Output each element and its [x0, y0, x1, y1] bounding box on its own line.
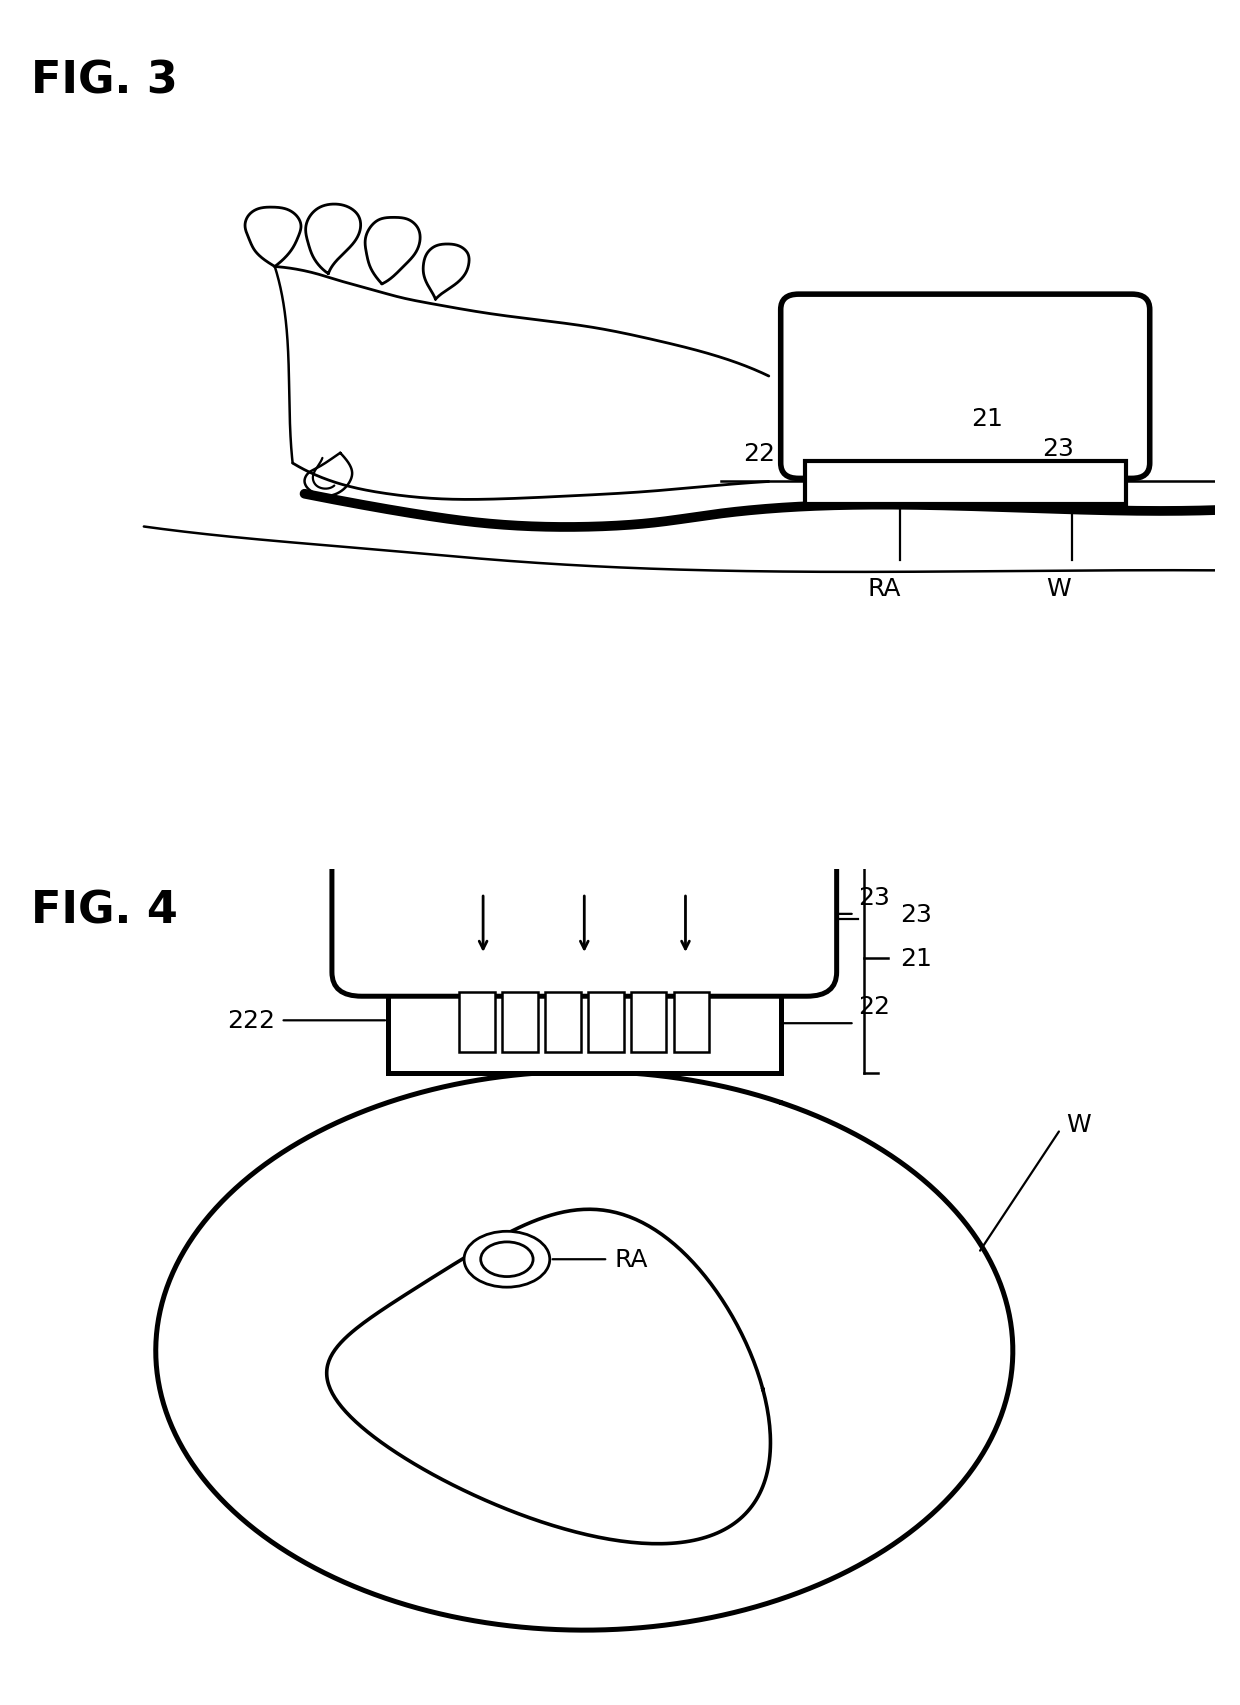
Text: 21: 21 [971, 407, 1003, 431]
FancyBboxPatch shape [502, 992, 538, 1052]
FancyBboxPatch shape [332, 842, 837, 997]
Text: W: W [1066, 1113, 1091, 1137]
Text: FIG. 3: FIG. 3 [31, 60, 177, 102]
FancyBboxPatch shape [588, 992, 624, 1052]
Text: 22: 22 [858, 994, 890, 1020]
Text: W: W [1045, 576, 1070, 600]
Text: RA: RA [868, 576, 901, 600]
FancyBboxPatch shape [631, 992, 666, 1052]
FancyBboxPatch shape [546, 992, 580, 1052]
Text: 23: 23 [900, 904, 931, 928]
Text: FIG. 4: FIG. 4 [31, 888, 177, 931]
Ellipse shape [464, 1231, 549, 1287]
Text: 23: 23 [858, 885, 890, 909]
FancyBboxPatch shape [805, 462, 1126, 505]
FancyBboxPatch shape [781, 295, 1149, 479]
FancyBboxPatch shape [673, 992, 709, 1052]
Ellipse shape [481, 1243, 533, 1277]
Text: 22: 22 [743, 442, 775, 465]
Text: 21: 21 [900, 946, 931, 970]
Text: 222: 222 [227, 1009, 275, 1033]
FancyBboxPatch shape [388, 972, 781, 1074]
Text: RA: RA [614, 1248, 647, 1272]
FancyBboxPatch shape [459, 992, 495, 1052]
Text: 23: 23 [1043, 436, 1075, 460]
